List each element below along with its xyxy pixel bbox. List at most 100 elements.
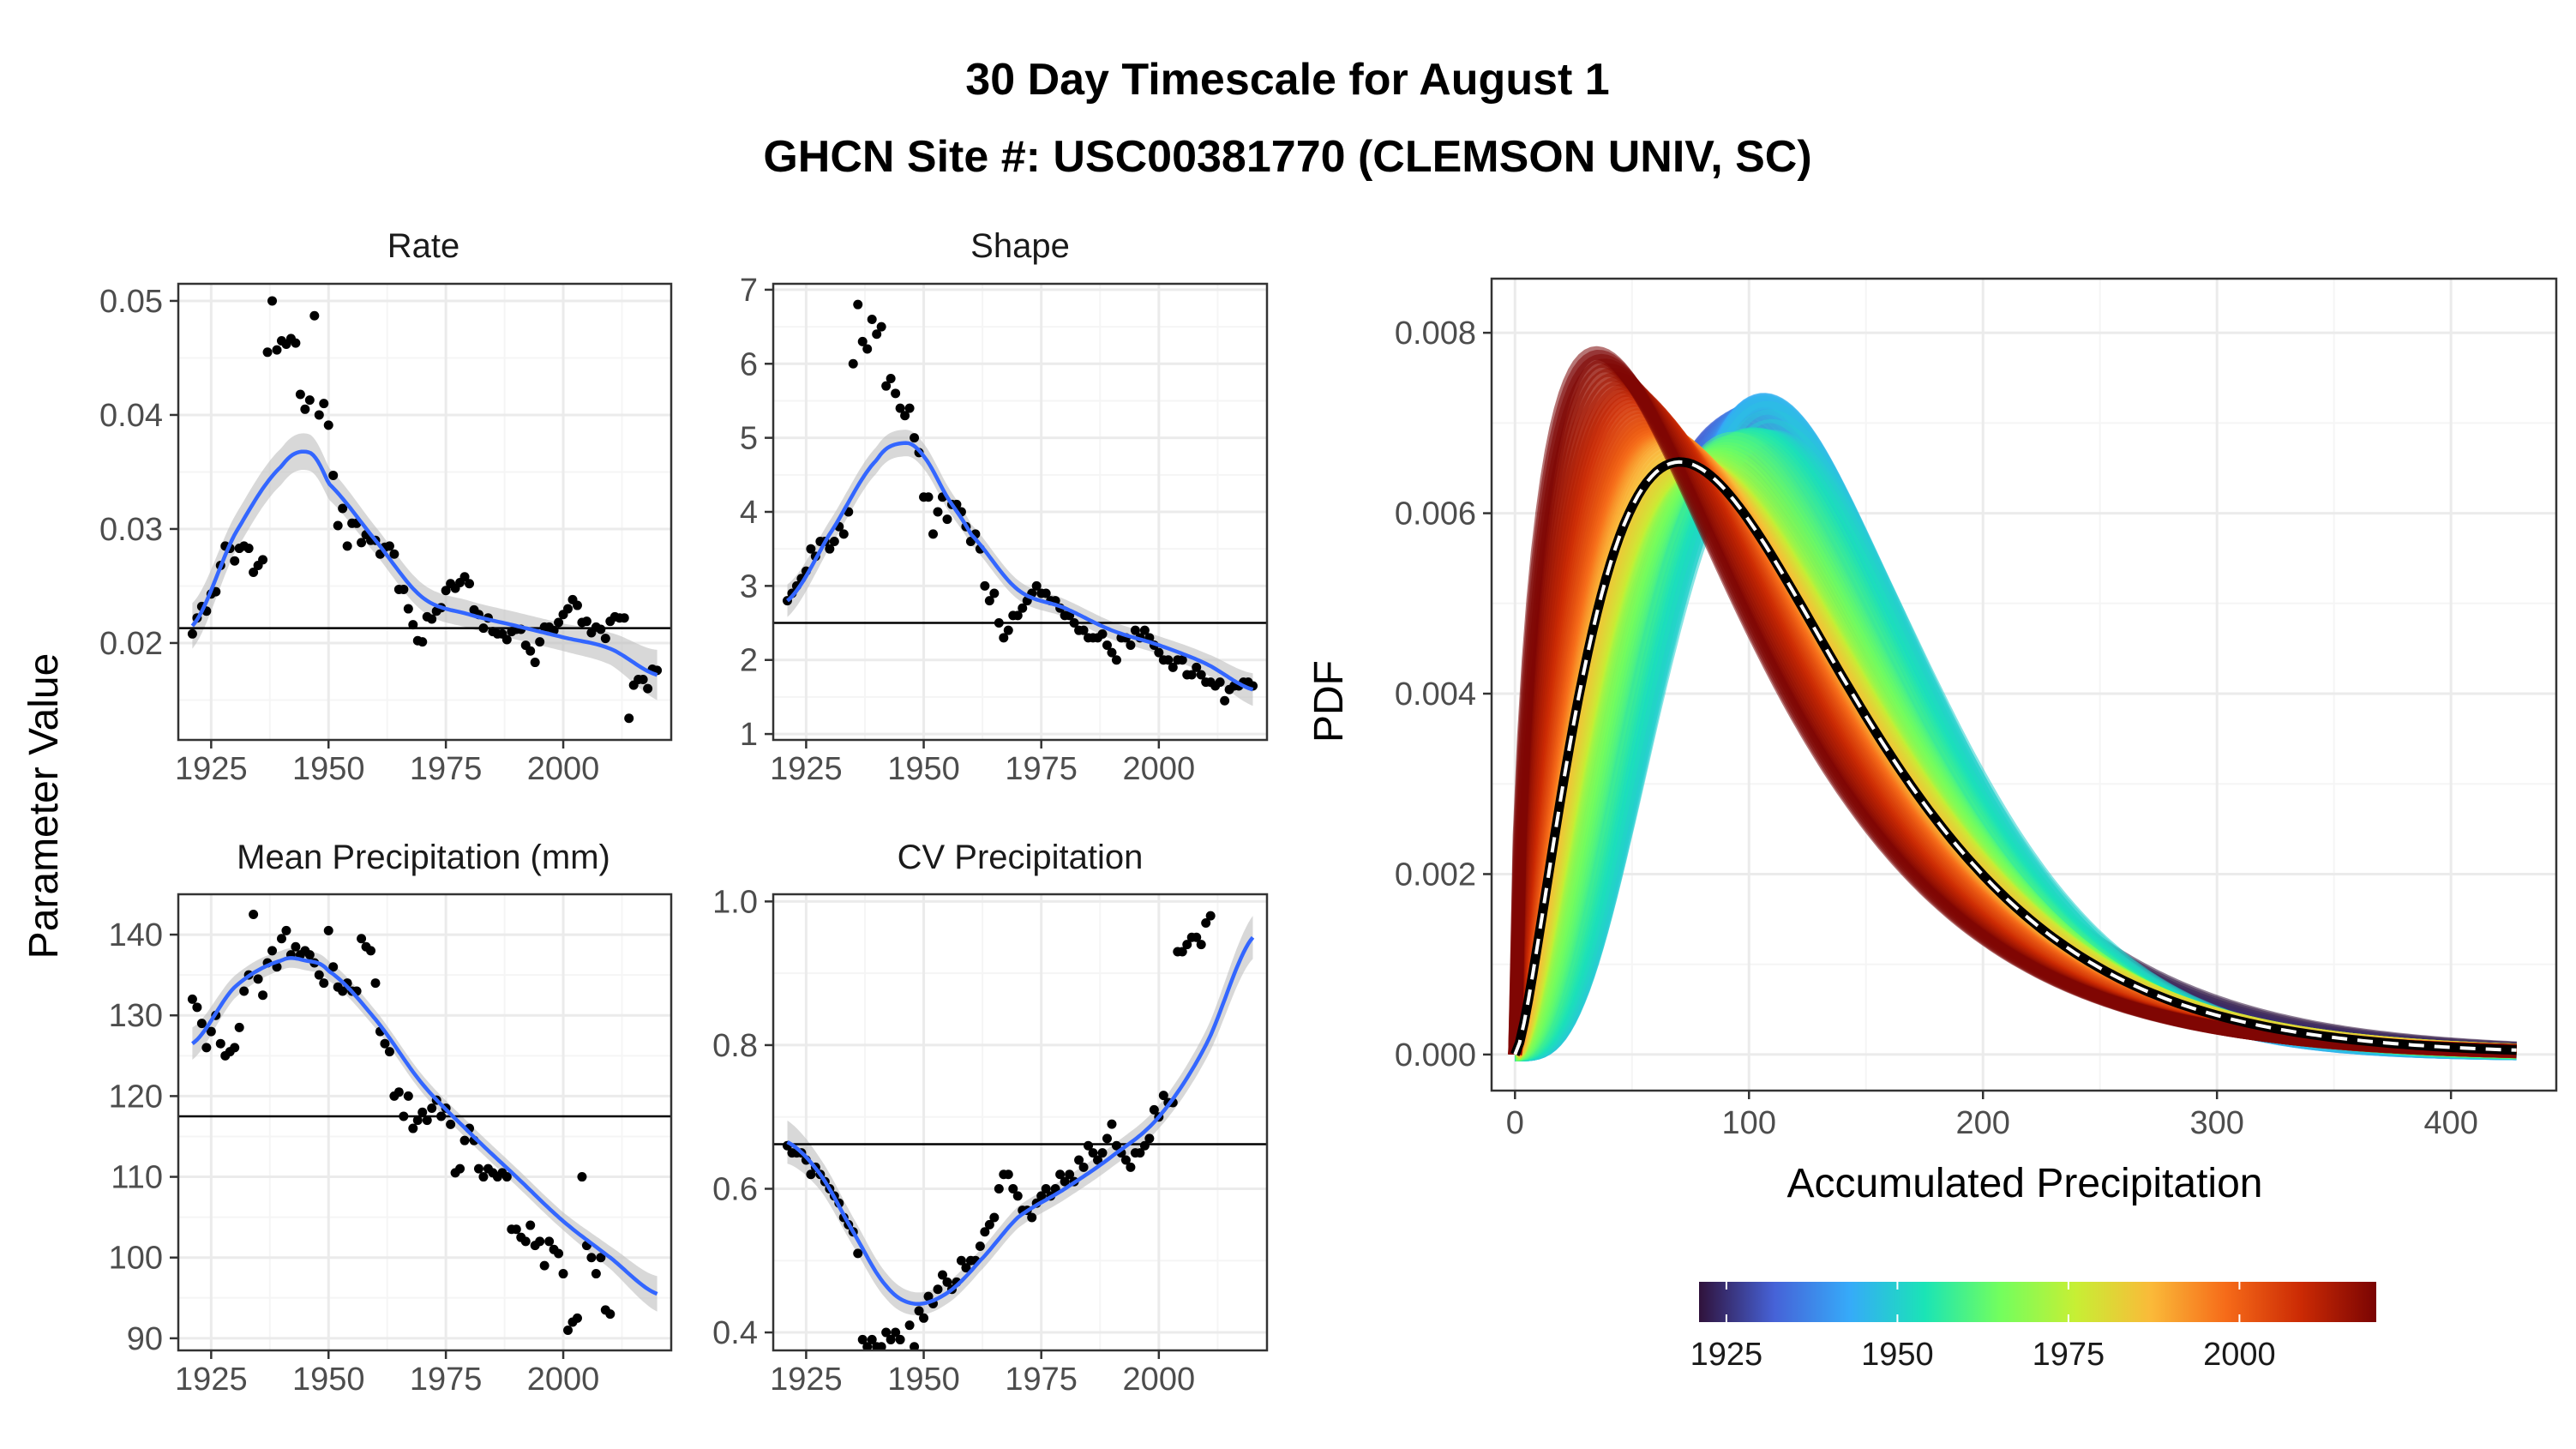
data-point xyxy=(857,336,868,346)
data-point xyxy=(1069,618,1079,628)
y-tick-label: 0.03 xyxy=(99,512,163,548)
data-point xyxy=(923,492,934,502)
data-point xyxy=(1126,640,1136,650)
x-tick-label: 1950 xyxy=(887,1362,960,1398)
data-point xyxy=(620,0,629,5)
data-point xyxy=(1229,0,1239,5)
data-point xyxy=(1177,947,1187,957)
cv-precipitation-panel-title: CV Precipitation xyxy=(898,839,1144,876)
data-point xyxy=(1084,1140,1094,1151)
data-point xyxy=(1192,662,1202,672)
data-point xyxy=(1008,1183,1018,1193)
data-point xyxy=(961,1263,971,1273)
data-point xyxy=(267,296,278,306)
x-tick-label: 300 xyxy=(2189,1105,2243,1141)
data-point xyxy=(980,580,990,591)
y-tick-label: 0.000 xyxy=(1395,1037,1476,1073)
data-point xyxy=(1192,932,1202,942)
mean-precipitation-panel-title: Mean Precipitation (mm) xyxy=(237,839,610,876)
data-point xyxy=(1111,1140,1121,1151)
data-point xyxy=(1003,625,1013,635)
data-point xyxy=(1012,610,1023,621)
data-point xyxy=(563,1325,573,1335)
data-point xyxy=(596,1253,606,1263)
data-point xyxy=(1182,940,1192,950)
x-tick-label: 1950 xyxy=(887,751,960,787)
year-colorbar: 1925 1950 1975 2000 xyxy=(1690,1282,2376,1373)
data-point xyxy=(319,978,329,989)
data-point xyxy=(187,628,197,639)
data-point xyxy=(304,950,315,960)
y-tick-label: 0.05 xyxy=(99,284,163,320)
pdf-x-axis-title: Accumulated Precipitation xyxy=(1787,1161,2263,1206)
rate-panel: Rate 1925 1950 1975 2000 0.02 0.03 0.04 0.05 xyxy=(99,227,673,787)
x-tick-label: 200 xyxy=(1956,1105,2010,1141)
data-point xyxy=(291,338,301,348)
data-point xyxy=(201,1043,212,1053)
x-tick-label: 2000 xyxy=(527,1362,600,1398)
data-point xyxy=(989,1212,1000,1223)
data-point xyxy=(267,946,278,956)
data-point xyxy=(1097,1148,1108,1158)
data-point xyxy=(994,618,1004,628)
data-point xyxy=(937,1270,947,1280)
data-point xyxy=(1196,670,1206,680)
y-tick-label: 140 xyxy=(109,917,163,953)
data-point xyxy=(511,1224,521,1235)
data-point xyxy=(1210,0,1220,5)
data-point xyxy=(262,347,273,358)
y-tick-label: 3 xyxy=(740,568,758,604)
data-point xyxy=(427,1103,437,1114)
data-point xyxy=(825,544,835,554)
data-point xyxy=(984,1219,994,1230)
data-point xyxy=(342,541,352,551)
data-point xyxy=(1074,1155,1084,1165)
data-point xyxy=(535,637,545,647)
data-point xyxy=(276,934,286,944)
data-point xyxy=(581,616,591,627)
data-point xyxy=(848,358,858,369)
data-point xyxy=(933,507,943,517)
data-point xyxy=(525,1220,536,1230)
data-point xyxy=(323,420,333,430)
data-point xyxy=(881,1327,892,1338)
data-point xyxy=(300,404,310,414)
data-point xyxy=(328,470,339,480)
data-point xyxy=(1205,911,1216,921)
shared-y-axis-title: Parameter Value xyxy=(21,653,67,959)
data-point xyxy=(408,1123,418,1133)
data-point xyxy=(1078,1162,1089,1172)
y-tick-label: 5 xyxy=(740,421,758,457)
data-point xyxy=(862,1342,873,1350)
data-point xyxy=(1196,940,1206,950)
loess-smooth-line xyxy=(786,935,1255,1307)
data-point xyxy=(328,962,339,972)
data-point xyxy=(258,990,268,1001)
y-tick-label: 0.8 xyxy=(712,1028,758,1064)
data-point xyxy=(323,925,333,935)
y-tick-label: 7 xyxy=(740,273,758,309)
y-tick-label: 0.02 xyxy=(99,626,163,662)
data-point xyxy=(577,1172,587,1182)
data-point xyxy=(980,1227,990,1237)
data-point xyxy=(910,1342,920,1350)
x-tick-label: 1925 xyxy=(175,751,248,787)
data-point xyxy=(554,1248,564,1259)
y-tick-label: 0.4 xyxy=(712,1315,758,1351)
data-point xyxy=(615,0,624,5)
y-tick-label: 6 xyxy=(740,346,758,382)
data-point xyxy=(605,1309,615,1320)
data-point xyxy=(1144,1133,1155,1144)
data-point xyxy=(1158,1091,1168,1101)
data-point xyxy=(619,613,629,623)
data-point xyxy=(1097,629,1108,639)
y-tick-label: 0.002 xyxy=(1395,857,1476,893)
figure-title-line2: GHCN Site #: USC00381770 (CLEMSON UNIV, … xyxy=(763,132,1811,182)
colorbar-tick-label: 1975 xyxy=(2033,1337,2105,1373)
data-point xyxy=(478,1172,489,1182)
data-point xyxy=(1055,1169,1066,1180)
data-point xyxy=(1041,1183,1051,1193)
data-point xyxy=(633,0,643,5)
data-point xyxy=(999,633,1009,643)
data-point xyxy=(1216,0,1225,5)
